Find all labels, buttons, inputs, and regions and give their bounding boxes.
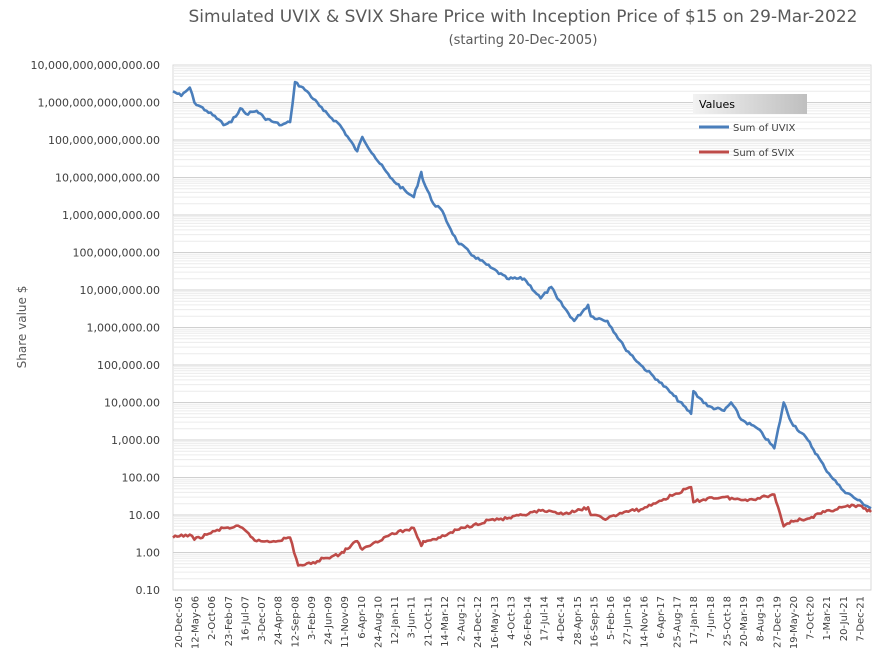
x-tick-label: 7-Dec-21 [855,596,866,642]
legend-title: Values [699,98,735,111]
series-layer [172,80,873,567]
legend-title-box[interactable] [693,94,807,114]
y-axis-tick-labels: 0.10 1.00 10.00 100.00 1,000.00 10,000.00 100,… [31,59,160,597]
x-tick-label: 5-Feb-16 [606,596,617,640]
y-tick-label: 100,000,000,000.00 [48,134,160,147]
x-tick-label: 20-Dec-05 [174,596,185,648]
series-line-uvix [172,80,872,510]
y-tick-label: 1,000.00 [111,434,160,447]
x-tick-label: 24-Apr-08 [274,596,285,645]
x-tick-label: 12-Sep-08 [290,596,301,648]
series-line-svix [172,485,873,567]
y-tick-label: 10,000,000.00 [80,284,160,297]
x-tick-label: 19-May-20 [789,596,800,649]
x-tick-label: 3-Jun-11 [407,596,418,639]
x-tick-label: 6-Apr-10 [357,596,368,639]
x-tick-label: 12-May-06 [191,596,202,649]
x-tick-label: 3-Dec-07 [257,596,268,642]
x-tick-label: 24-Jun-09 [324,596,335,645]
x-tick-label: 14-Mar-12 [440,596,451,647]
y-tick-label: 100,000.00 [97,359,160,372]
x-tick-label: 21-Oct-11 [423,596,434,646]
x-tick-label: 7-Oct-20 [806,596,817,640]
y-tick-label: 10.00 [129,509,161,522]
x-axis-tick-labels: 20-Dec-05 12-May-06 2-Oct-06 23-Feb-07 16-Ju… [174,596,866,649]
x-tick-label: 20-Mar-19 [739,596,750,647]
y-tick-label: 1,000,000,000,000.00 [38,97,160,110]
x-tick-label: 6-Apr-17 [656,596,667,639]
x-tick-label: 2-Aug-12 [457,596,468,642]
x-tick-label: 25-Aug-17 [673,596,684,648]
y-tick-label: 0.10 [136,584,161,597]
x-tick-label: 2-Oct-06 [207,596,218,640]
x-tick-label: 24-Aug-10 [373,596,384,648]
x-tick-label: 28-Apr-15 [573,596,584,645]
x-tick-label: 24-Dec-12 [473,596,484,648]
y-tick-label: 10,000,000,000,000.00 [31,59,160,72]
x-tick-label: 20-Jul-21 [839,596,850,641]
x-tick-label: 17-Jan-18 [689,596,700,645]
x-tick-label: 16-Sep-15 [589,596,600,648]
x-tick-label: 16-May-13 [490,596,501,649]
legend: Values Sum of UVIX Sum of SVIX [693,94,807,159]
x-tick-label: 4-Oct-13 [506,596,517,640]
x-tick-label: 1-Mar-21 [822,596,833,641]
x-tick-label: 16-Jul-07 [240,596,251,641]
x-tick-label: 14-Nov-16 [639,596,650,648]
x-tick-label: 27-Dec-19 [772,596,783,648]
y-tick-label: 100.00 [122,472,161,485]
chart-subtitle: (starting 20-Dec-2005) [449,33,598,48]
x-tick-label: 12-Jan-11 [390,596,401,645]
y-tick-label: 1,000,000,000.00 [62,209,160,222]
y-tick-label: 100,000,000.00 [73,247,160,260]
x-tick-label: 7-Jun-18 [706,596,717,639]
x-tick-label: 23-Feb-07 [224,596,235,646]
legend-label-uvix: Sum of UVIX [733,123,796,134]
x-tick-label: 25-Oct-18 [722,596,733,646]
x-tick-label: 11-Nov-09 [340,596,351,648]
x-tick-label: 26-Feb-14 [523,596,534,646]
chart-title: Simulated UVIX & SVIX Share Price with I… [189,7,858,27]
y-tick-label: 1,000,000.00 [87,322,160,335]
x-tick-label: 4-Dec-14 [556,596,567,642]
x-tick-label: 3-Feb-09 [307,596,318,640]
y-tick-label: 10,000,000,000.00 [55,172,160,185]
x-tick-label: 17-Jul-14 [540,596,551,641]
y-tick-label: 10,000.00 [104,397,160,410]
y-tick-label: 1.00 [136,547,161,560]
x-tick-label: 8-Aug-19 [756,596,767,642]
x-tick-label: 27-Jun-16 [623,596,634,645]
legend-label-svix: Sum of SVIX [733,148,795,159]
y-axis-label: Share value $ [15,286,29,369]
